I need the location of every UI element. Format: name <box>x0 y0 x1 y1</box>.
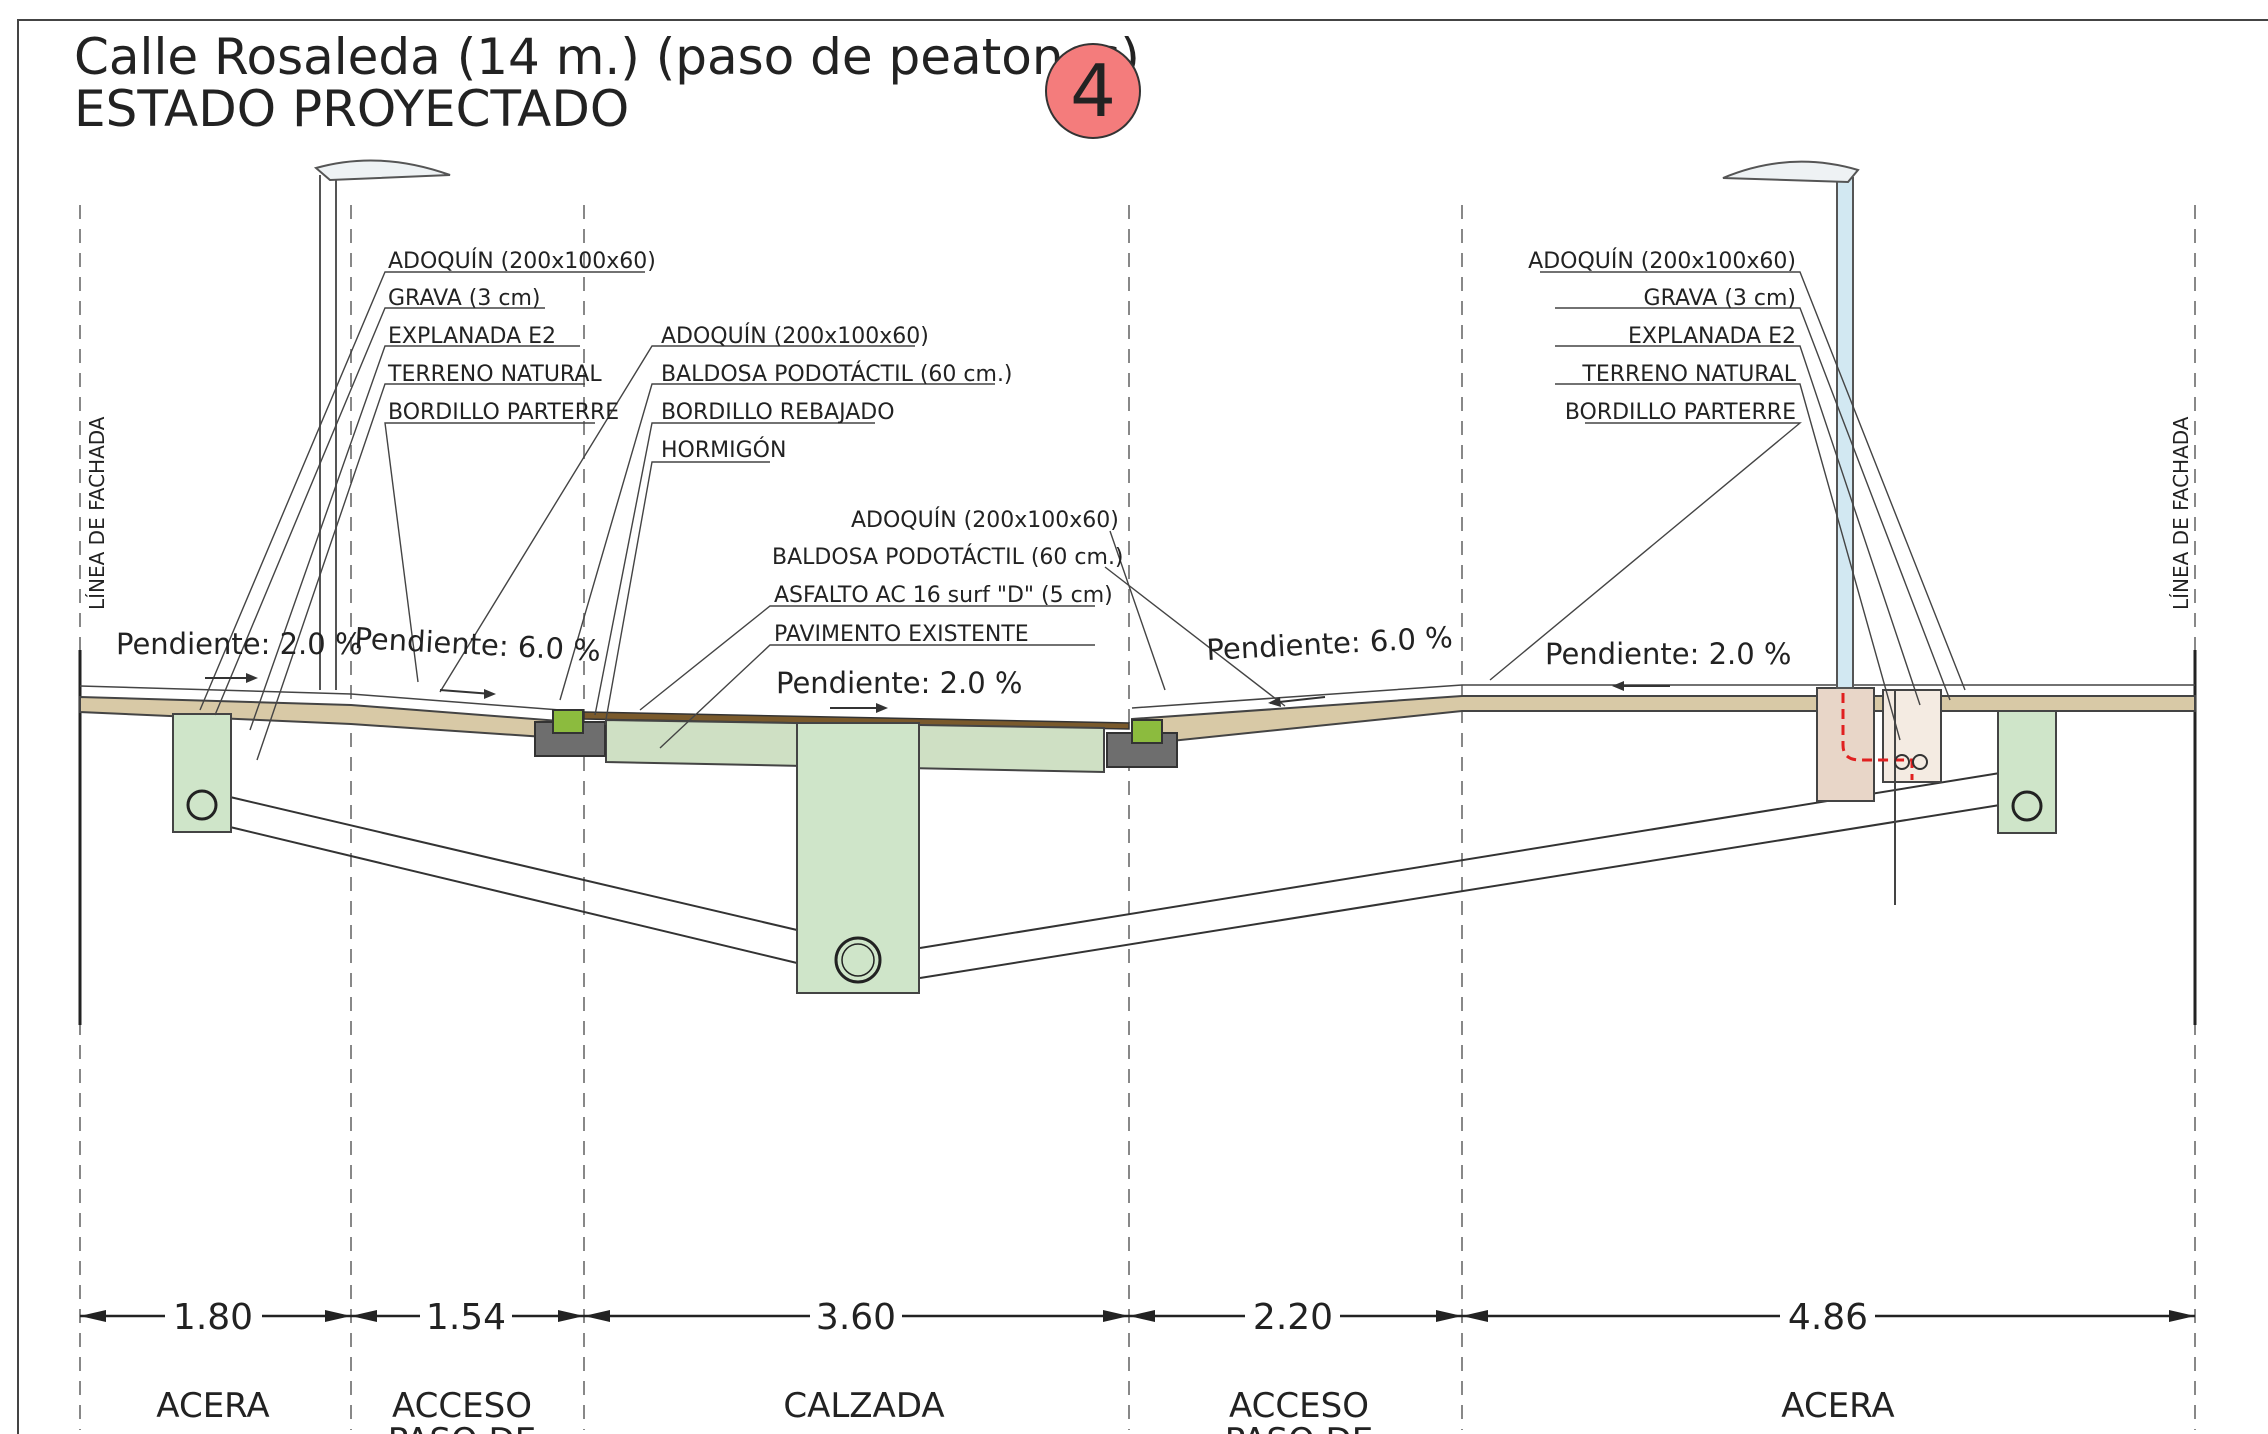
label-left-grava: GRAVA (3 cm) <box>388 286 540 311</box>
slope-arrowhead-4 <box>1268 697 1281 707</box>
paving-layer <box>79 695 561 740</box>
zone-calzada: CALZADA <box>783 1386 944 1426</box>
label-center-baldosa: BALDOSA PODOTÁCTIL (60 cm.) <box>772 544 1124 570</box>
label-right-bordillo: BORDILLO PARTERRE <box>1565 400 1796 425</box>
manhole-left <box>172 713 232 833</box>
tactile-curb-left <box>552 709 584 734</box>
zone-acera-left: ACERA <box>156 1386 269 1426</box>
badge-circle <box>1045 43 1141 139</box>
dimension-arrowheads <box>80 1310 2195 1322</box>
manhole-right <box>1997 710 2057 834</box>
label-left-explanada: EXPLANADA E2 <box>388 324 556 349</box>
zone-acceso-right-2: PASO DE <box>1225 1421 1373 1434</box>
slope-label-5: Pendiente: 2.0 % <box>1545 637 1791 671</box>
label-center-pavimento: PAVIMENTO EXISTENTE <box>774 622 1029 647</box>
section-number-badge: 4 <box>1045 43 1141 139</box>
dimension-4: 2.20 <box>1253 1297 1333 1338</box>
badge-number: 4 <box>1070 49 1116 133</box>
slope-arrowhead-5 <box>1612 681 1624 691</box>
slope-label-2: Pendiente: 6.0 % <box>354 621 602 668</box>
dimension-2: 1.54 <box>426 1297 506 1338</box>
label-left-adoquin: ADOQUÍN (200x100x60) <box>388 248 656 274</box>
drainage-pipes <box>229 772 2001 979</box>
facade-label-left: LÍNEA DE FACHADA <box>85 416 109 610</box>
leader-lines <box>199 271 1966 761</box>
slope-arrow-2 <box>439 689 493 695</box>
zone-acceso-right: ACCESO <box>1229 1386 1369 1426</box>
dimension-3: 3.60 <box>816 1297 896 1338</box>
title-line-1: Calle Rosaleda (14 m.) (paso de peatones… <box>74 28 1140 86</box>
slope-arrowhead-2 <box>484 689 496 699</box>
label-right-grava: GRAVA (3 cm) <box>1644 286 1796 311</box>
label-left-terreno: TERRENO NATURAL <box>387 362 602 387</box>
label-right-adoquin: ADOQUÍN (200x100x60) <box>1528 248 1796 274</box>
slope-label-3: Pendiente: 2.0 % <box>776 666 1022 700</box>
slope-label-1: Pendiente: 2.0 % <box>116 627 362 661</box>
label-right-terreno: TERRENO NATURAL <box>1581 362 1796 387</box>
zone-acceso-left: ACCESO <box>392 1386 532 1426</box>
slope-arrowhead-3 <box>876 703 888 713</box>
manhole-center <box>796 722 920 994</box>
facade-label-right: LÍNEA DE FACHADA <box>2169 416 2193 610</box>
paving-tiles <box>79 684 2195 711</box>
label-center-adoquin: ADOQUÍN (200x100x60) <box>851 507 1119 533</box>
slope-label-4: Pendiente: 6.0 % <box>1206 620 1454 667</box>
label-mid-bordillo-rebajado: BORDILLO REBAJADO <box>661 400 895 425</box>
slope-arrowhead-1 <box>246 673 258 683</box>
title-line-2: ESTADO PROYECTADO <box>74 80 629 138</box>
streetlight-left <box>313 159 451 690</box>
label-mid-adoquin: ADOQUÍN (200x100x60) <box>661 323 929 349</box>
zone-acera-right: ACERA <box>1781 1386 1894 1426</box>
label-mid-baldosa: BALDOSA PODOTÁCTIL (60 cm.) <box>661 361 1013 387</box>
dimension-1: 1.80 <box>173 1297 253 1338</box>
sheet-frame <box>17 19 2268 1434</box>
zone-separators <box>79 205 2196 1430</box>
label-center-asfalto: ASFALTO AC 16 surf "D" (5 cm) <box>774 583 1113 608</box>
lamp-foundation-right <box>1816 645 1942 905</box>
label-mid-hormigon: HORMIGÓN <box>661 437 786 463</box>
label-right-explanada: EXPLANADA E2 <box>1628 324 1796 349</box>
zone-acceso-left-2: PASO DE <box>388 1421 536 1434</box>
tactile-curb-right <box>1131 719 1163 744</box>
dimension-5: 4.86 <box>1788 1297 1868 1338</box>
label-left-bordillo: BORDILLO PARTERRE <box>388 400 619 425</box>
